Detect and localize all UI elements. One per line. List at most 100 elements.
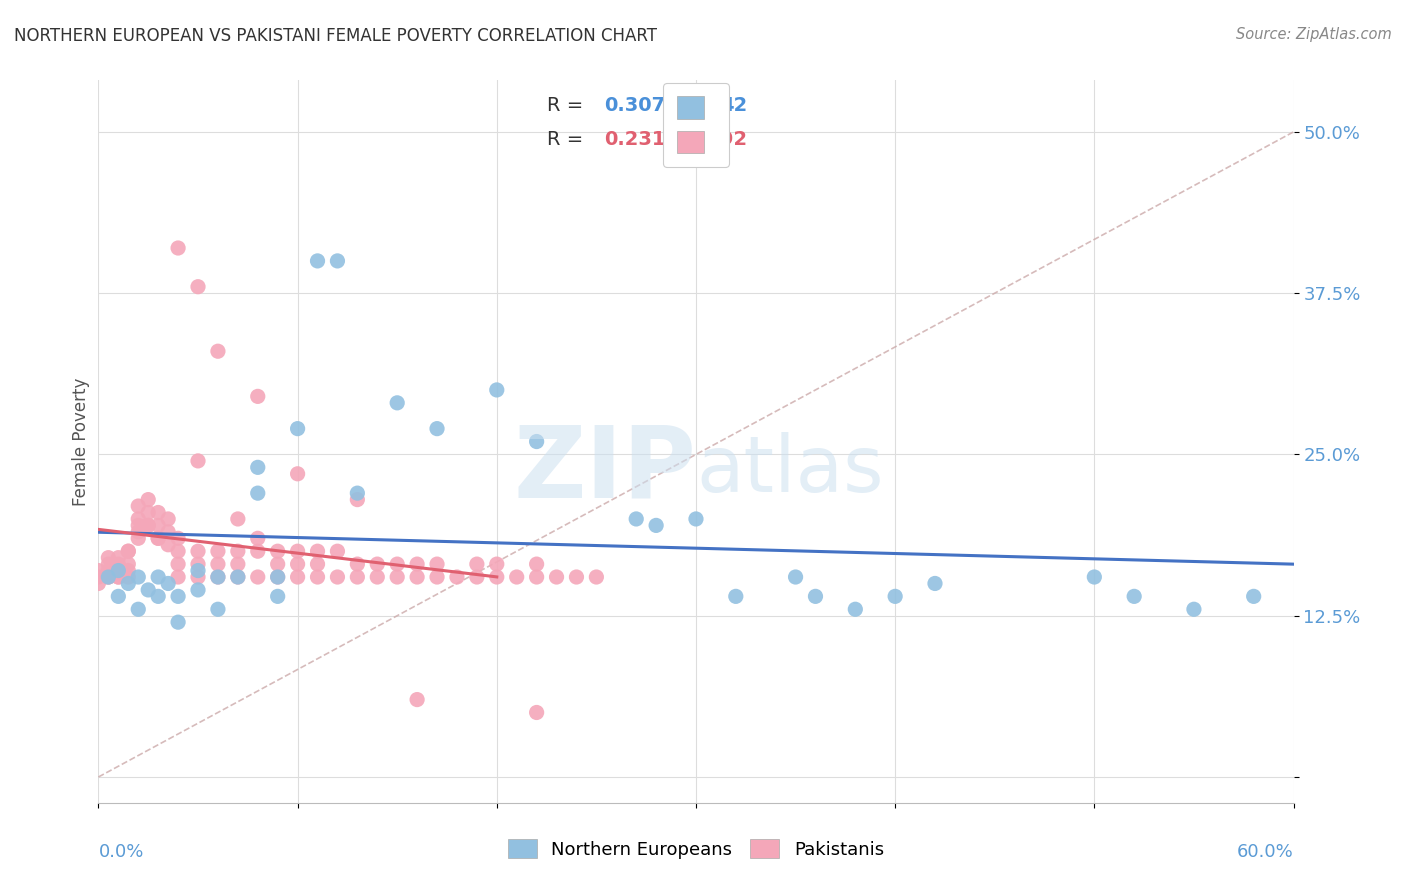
Pakistanis bbox=[97, 557, 120, 571]
Pakistanis bbox=[97, 570, 120, 584]
Pakistanis bbox=[136, 518, 159, 533]
Text: 0.307: 0.307 bbox=[605, 96, 665, 115]
Northern Europeans bbox=[385, 396, 409, 410]
Pakistanis bbox=[366, 570, 388, 584]
Pakistanis bbox=[585, 570, 607, 584]
Pakistanis bbox=[385, 557, 409, 571]
Text: 60.0%: 60.0% bbox=[1237, 843, 1294, 861]
Pakistanis bbox=[207, 570, 229, 584]
Pakistanis bbox=[226, 512, 249, 526]
Pakistanis bbox=[148, 518, 170, 533]
Northern Europeans bbox=[326, 254, 349, 268]
Pakistanis bbox=[526, 706, 548, 720]
Northern Europeans bbox=[626, 512, 648, 526]
Pakistanis bbox=[226, 557, 249, 571]
Pakistanis bbox=[207, 544, 229, 558]
Northern Europeans bbox=[1083, 570, 1105, 584]
Northern Europeans bbox=[645, 518, 668, 533]
Pakistanis bbox=[148, 531, 170, 545]
Pakistanis bbox=[307, 570, 329, 584]
Northern Europeans bbox=[924, 576, 946, 591]
Pakistanis bbox=[426, 557, 449, 571]
Pakistanis bbox=[117, 564, 139, 578]
Pakistanis bbox=[148, 531, 170, 545]
Pakistanis bbox=[406, 692, 429, 706]
Pakistanis bbox=[117, 544, 139, 558]
Northern Europeans bbox=[207, 570, 229, 584]
Pakistanis bbox=[446, 570, 468, 584]
Northern Europeans bbox=[1123, 590, 1146, 604]
Y-axis label: Female Poverty: Female Poverty bbox=[72, 377, 90, 506]
Text: atlas: atlas bbox=[696, 433, 883, 508]
Pakistanis bbox=[187, 570, 209, 584]
Northern Europeans bbox=[187, 564, 209, 578]
Northern Europeans bbox=[246, 460, 269, 475]
Pakistanis bbox=[107, 570, 129, 584]
Northern Europeans bbox=[844, 602, 866, 616]
Text: 0.0%: 0.0% bbox=[98, 843, 143, 861]
Pakistanis bbox=[207, 344, 229, 359]
Text: NORTHERN EUROPEAN VS PAKISTANI FEMALE POVERTY CORRELATION CHART: NORTHERN EUROPEAN VS PAKISTANI FEMALE PO… bbox=[14, 27, 657, 45]
Pakistanis bbox=[246, 531, 269, 545]
Pakistanis bbox=[246, 544, 269, 558]
Pakistanis bbox=[127, 512, 149, 526]
Pakistanis bbox=[148, 506, 170, 520]
Pakistanis bbox=[167, 544, 190, 558]
Pakistanis bbox=[97, 564, 120, 578]
Pakistanis bbox=[87, 564, 110, 578]
Northern Europeans bbox=[246, 486, 269, 500]
Pakistanis bbox=[107, 564, 129, 578]
Pakistanis bbox=[87, 576, 110, 591]
Northern Europeans bbox=[267, 570, 290, 584]
Northern Europeans bbox=[267, 590, 290, 604]
Pakistanis bbox=[136, 506, 159, 520]
Northern Europeans bbox=[785, 570, 807, 584]
Pakistanis bbox=[385, 570, 409, 584]
Pakistanis bbox=[287, 544, 309, 558]
Northern Europeans bbox=[287, 422, 309, 436]
Pakistanis bbox=[127, 518, 149, 533]
Pakistanis bbox=[127, 499, 149, 513]
Northern Europeans bbox=[1182, 602, 1205, 616]
Northern Europeans bbox=[485, 383, 508, 397]
Text: 92: 92 bbox=[720, 130, 747, 149]
Pakistanis bbox=[107, 550, 129, 565]
Pakistanis bbox=[117, 557, 139, 571]
Pakistanis bbox=[307, 557, 329, 571]
Northern Europeans bbox=[148, 590, 170, 604]
Northern Europeans bbox=[724, 590, 747, 604]
Northern Europeans bbox=[167, 590, 190, 604]
Pakistanis bbox=[406, 570, 429, 584]
Pakistanis bbox=[157, 538, 180, 552]
Northern Europeans bbox=[157, 576, 180, 591]
Pakistanis bbox=[226, 570, 249, 584]
Text: 42: 42 bbox=[720, 96, 747, 115]
Northern Europeans bbox=[107, 564, 129, 578]
Text: N =: N = bbox=[661, 96, 716, 115]
Pakistanis bbox=[326, 570, 349, 584]
Pakistanis bbox=[485, 570, 508, 584]
Pakistanis bbox=[167, 531, 190, 545]
Pakistanis bbox=[107, 570, 129, 584]
Pakistanis bbox=[187, 279, 209, 293]
Northern Europeans bbox=[148, 570, 170, 584]
Text: 0.231: 0.231 bbox=[605, 130, 665, 149]
Pakistanis bbox=[136, 518, 159, 533]
Pakistanis bbox=[406, 557, 429, 571]
Pakistanis bbox=[565, 570, 588, 584]
Pakistanis bbox=[346, 570, 368, 584]
Text: R =: R = bbox=[547, 130, 589, 149]
Pakistanis bbox=[87, 570, 110, 584]
Pakistanis bbox=[246, 570, 269, 584]
Northern Europeans bbox=[307, 254, 329, 268]
Pakistanis bbox=[267, 557, 290, 571]
Pakistanis bbox=[366, 557, 388, 571]
Text: Source: ZipAtlas.com: Source: ZipAtlas.com bbox=[1236, 27, 1392, 42]
Northern Europeans bbox=[127, 602, 149, 616]
Pakistanis bbox=[107, 557, 129, 571]
Pakistanis bbox=[226, 544, 249, 558]
Pakistanis bbox=[346, 492, 368, 507]
Pakistanis bbox=[136, 492, 159, 507]
Pakistanis bbox=[346, 557, 368, 571]
Pakistanis bbox=[157, 512, 180, 526]
